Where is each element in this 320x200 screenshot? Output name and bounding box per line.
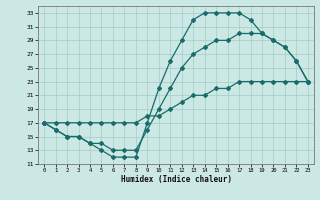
X-axis label: Humidex (Indice chaleur): Humidex (Indice chaleur)	[121, 175, 231, 184]
